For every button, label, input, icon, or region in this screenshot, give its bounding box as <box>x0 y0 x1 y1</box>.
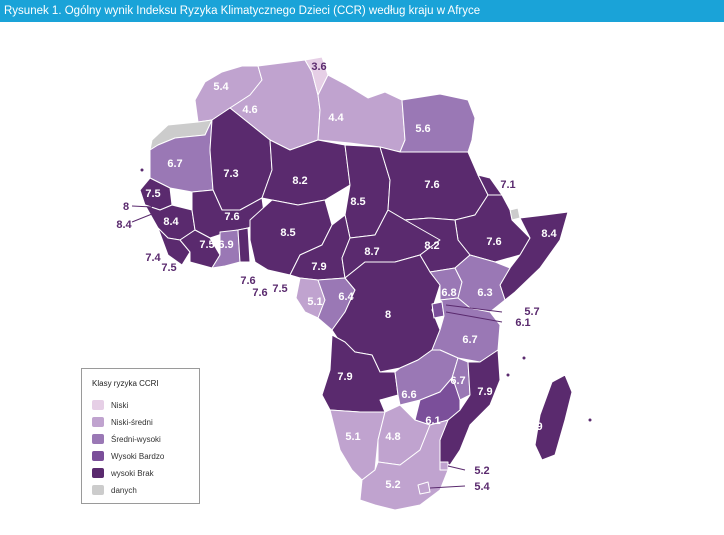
score-label: 7.6 <box>240 275 255 287</box>
score-label: 5.7 <box>524 306 539 318</box>
score-label: 6.7 <box>462 334 477 346</box>
legend-swatch <box>92 451 104 461</box>
score-label: 8.2 <box>292 175 307 187</box>
legend-swatch <box>92 434 104 444</box>
score-label: 8 <box>123 201 129 213</box>
score-label: 7.3 <box>223 168 238 180</box>
island-marker <box>140 168 144 172</box>
legend-item: Niski-średni <box>92 416 153 428</box>
score-label: 7.6 <box>224 211 239 223</box>
score-label: 7.9 <box>337 371 352 383</box>
score-label: 7.9 <box>477 386 492 398</box>
score-label: 3.6 <box>311 61 326 73</box>
score-label: 7.9 <box>311 261 326 273</box>
leader-line <box>445 311 503 323</box>
africa-map: 3.6 5.4 4.6 4.4 5.6 6.7 7.3 8.2 8.5 7.6 … <box>116 56 592 511</box>
legend-label: Średni-wysoki <box>111 434 161 444</box>
score-label: 6.7 <box>167 158 182 170</box>
legend-swatch <box>92 417 104 427</box>
leader-line <box>447 465 466 471</box>
score-label: 5.1 <box>307 296 322 308</box>
score-label: 5.1 <box>345 431 360 443</box>
legend-label: wysoki Brak <box>111 468 154 478</box>
country-region <box>499 211 569 301</box>
score-label: 7.5 <box>161 262 176 274</box>
score-label: 7.9 <box>527 421 542 433</box>
score-label: 5.4 <box>213 81 229 93</box>
legend-item: Wysoki Bardzo <box>92 450 164 462</box>
score-label: 8.5 <box>280 227 295 239</box>
island-marker <box>506 373 510 377</box>
score-label: 8.4 <box>163 216 179 228</box>
country-region <box>179 229 221 269</box>
country-region <box>417 481 431 495</box>
score-label: 8.4 <box>116 219 132 231</box>
score-label: 6.6 <box>401 389 416 401</box>
score-label: 8.4 <box>541 228 557 240</box>
country-region <box>439 461 449 471</box>
legend: Klasy ryzyka CCRI Niski Niski-średni Śre… <box>81 368 200 504</box>
score-label: 5.6 <box>415 123 430 135</box>
score-label: 6.1 <box>425 415 440 427</box>
score-label: 7.5 <box>272 283 287 295</box>
score-label: 4.8 <box>385 431 400 443</box>
score-label: 7.4 <box>145 252 161 264</box>
score-label: 6.8 <box>441 287 456 299</box>
country-region <box>454 254 511 313</box>
legend-item: wysoki Brak <box>92 467 154 479</box>
island-marker <box>522 356 526 360</box>
score-label: 8.7 <box>364 246 379 258</box>
score-label: 7.5 <box>145 188 160 200</box>
leader-line <box>429 485 466 489</box>
score-label: 6.4 <box>338 291 354 303</box>
legend-swatch <box>92 485 104 495</box>
legend-title: Klasy ryzyka CCRI <box>92 379 159 388</box>
legend-swatch <box>92 400 104 410</box>
score-label: 7.1 <box>500 179 515 191</box>
score-label: 4.6 <box>242 104 257 116</box>
score-label: 5.4 <box>474 481 490 493</box>
score-label: 6.7 <box>450 375 465 387</box>
score-label: 7.6 <box>486 236 501 248</box>
legend-item: danych <box>92 484 137 496</box>
country-region <box>237 227 251 263</box>
leader-line <box>131 205 153 208</box>
score-label: 8.2 <box>424 240 439 252</box>
country-region <box>261 139 351 206</box>
score-label: 4.4 <box>328 112 344 124</box>
island-marker <box>588 418 592 422</box>
country-region <box>399 93 476 153</box>
score-label: 5.2 <box>385 479 400 491</box>
legend-label: Niski <box>111 400 129 410</box>
figure-title: Rysunek 1. Ogólny wynik Indeksu Ryzyka K… <box>0 0 724 22</box>
country-region <box>321 334 399 413</box>
leader-line <box>487 186 496 193</box>
legend-label: Wysoki Bardzo <box>111 451 165 461</box>
legend-label: Niski-średni <box>111 417 153 427</box>
legend-swatch <box>92 468 104 478</box>
score-label: 5.2 <box>474 465 489 477</box>
legend-item: Niski <box>92 399 128 411</box>
score-label: 8.5 <box>350 196 365 208</box>
score-label: 7.6 <box>252 287 267 299</box>
country-region <box>534 374 573 461</box>
leader-line <box>131 213 153 223</box>
score-label: 6.9 <box>218 239 233 251</box>
score-label: 7.5 <box>199 239 214 251</box>
score-label: 6.3 <box>477 287 492 299</box>
legend-label: danych <box>111 485 137 495</box>
score-label: 6.1 <box>515 317 530 329</box>
legend-item: Średni-wysoki <box>92 433 161 445</box>
leader-line <box>445 304 503 313</box>
score-label: 8 <box>385 309 391 321</box>
score-label: 7.6 <box>424 179 439 191</box>
